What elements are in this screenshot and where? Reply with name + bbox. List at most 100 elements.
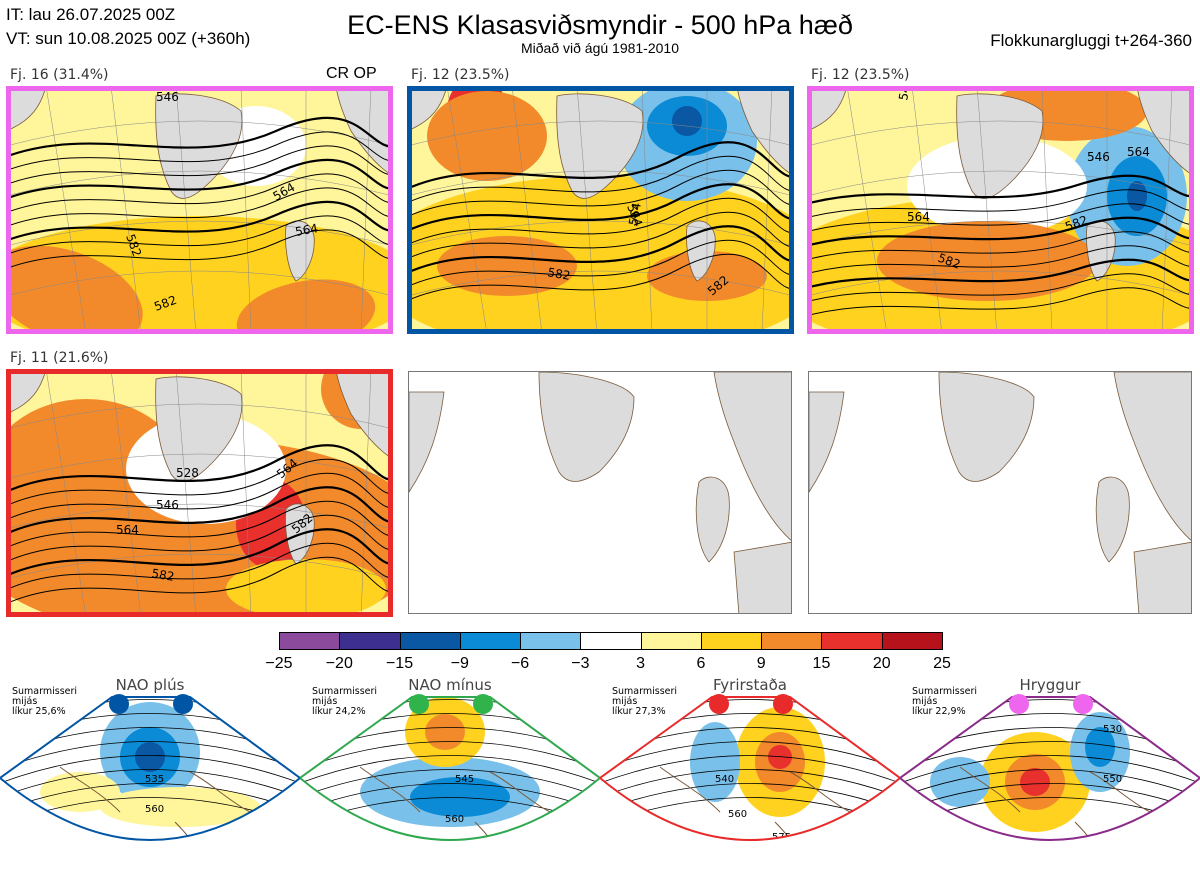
height-contour [11,472,388,519]
height-contour [812,203,1189,232]
regime-title: Fyrirstaða [713,676,787,694]
regime-ridge: 530 550 575 Hryggur Sumarmisseri mijás líkur … [900,672,1200,871]
scandinavia-landmass [713,372,791,541]
meridian-line [176,374,196,612]
colorbar-segment [279,632,341,650]
meridian-line [111,374,141,612]
meridian-line [46,91,86,329]
anomaly-area [1017,851,1053,863]
anomaly-area [690,722,740,802]
colorbar-tick-label: 3 [636,655,646,672]
greenland-landmass [538,372,635,482]
height-contour [11,145,388,184]
cluster-map-4: 528 546 564 564 582 582 [6,369,393,617]
contour-label: 540 [715,774,734,785]
anomaly-area [100,787,260,827]
colorbar-segment [881,632,943,650]
cluster-map-1: 546 564 582 564 582 [6,86,393,334]
parallel-line [812,120,1189,146]
height-contour [300,755,600,784]
height-contour [412,169,789,216]
regime-note: Sumarmisseri mijás líkur 25,6% [12,686,78,717]
height-contour [11,158,388,199]
colorbar-tick-label: −20 [325,655,353,672]
coastline [659,766,851,840]
contour-label: 564 [116,523,139,537]
parallel-line [412,170,789,196]
meridian-line [577,91,597,329]
panel-1-flags: CR OP [326,65,377,82]
canada-landmass [11,374,45,413]
colorbar-tick-label: 6 [696,655,706,672]
height-contour [900,769,1200,798]
page-subtitle: Miðað við ágú 1981-2010 [520,40,679,56]
height-contour [11,116,388,157]
contour-label: 564 [907,210,930,224]
contour-label: 582 [546,265,571,283]
colorbar-tick-label: 15 [812,655,831,672]
europe-landmass [1133,541,1191,613]
colorbar-segment [821,632,883,650]
colorbar-tick-label: 20 [872,655,891,672]
scandinavia-landmass [336,91,388,174]
height-contour [812,287,1189,316]
contour-label: 546 [156,498,179,512]
colorbar [279,632,943,652]
colorbar-tick-label: −15 [385,655,414,672]
height-contour [812,273,1189,302]
colorbar-tick-label: −3 [571,655,590,672]
anomaly-area [1127,181,1147,211]
parallel-line [11,220,388,246]
anomaly-area [877,221,1097,301]
height-contour [11,458,388,505]
meridian-line [360,91,372,329]
height-contour [11,173,388,212]
anomaly-area [437,236,577,296]
height-contour [0,755,300,784]
colorbar-segment [459,632,522,650]
regime-marker-dot [709,694,729,714]
colorbar-tick-label: 9 [756,655,766,672]
height-contour [0,741,300,770]
height-contour [11,200,388,241]
anomaly-area [410,777,510,817]
height-contour [812,231,1189,260]
height-contour [11,542,388,589]
height-contour [412,211,789,258]
anomaly-area [1085,727,1115,767]
colorbar-segment [640,632,702,650]
coastline [59,766,251,840]
regime-marker-dot [109,694,129,714]
meridian-line [512,91,542,329]
contour-label: 575 [1100,839,1119,850]
height-contour [812,245,1189,274]
anomaly-area [11,245,143,329]
meridian-line [912,91,942,329]
british-isles-landmass [1086,220,1116,282]
contour-label: 564 [626,202,644,227]
regime-note: Sumarmisseri mijás líkur 27,3% [612,686,678,717]
coastline [959,766,1151,840]
meridian-line [360,374,372,612]
height-contour [11,229,388,268]
height-contour [412,155,789,202]
canada-landmass [11,91,45,130]
regime-marker-dot [409,694,429,714]
parallel-line [412,220,789,246]
meridian-line [240,374,252,612]
height-contour [300,741,600,770]
height-contour [11,500,388,547]
british-isles-landmass [686,220,716,282]
scandinavia-landmass [336,374,388,457]
contour-label: 546 [156,91,179,104]
regime-title: NAO plús [115,676,185,694]
parallel-line [11,270,388,296]
cluster-window-label: Flokkunargluggi t+264-360 [990,31,1192,50]
colorbar-segment [339,632,401,650]
height-contour [600,769,900,798]
height-contour [600,783,900,812]
empty-map-6 [808,371,1192,614]
contour-label: 575 [772,832,791,843]
panel-4-label: Fj. 11 (21.6%) [10,350,109,366]
parallel-line [412,120,789,146]
